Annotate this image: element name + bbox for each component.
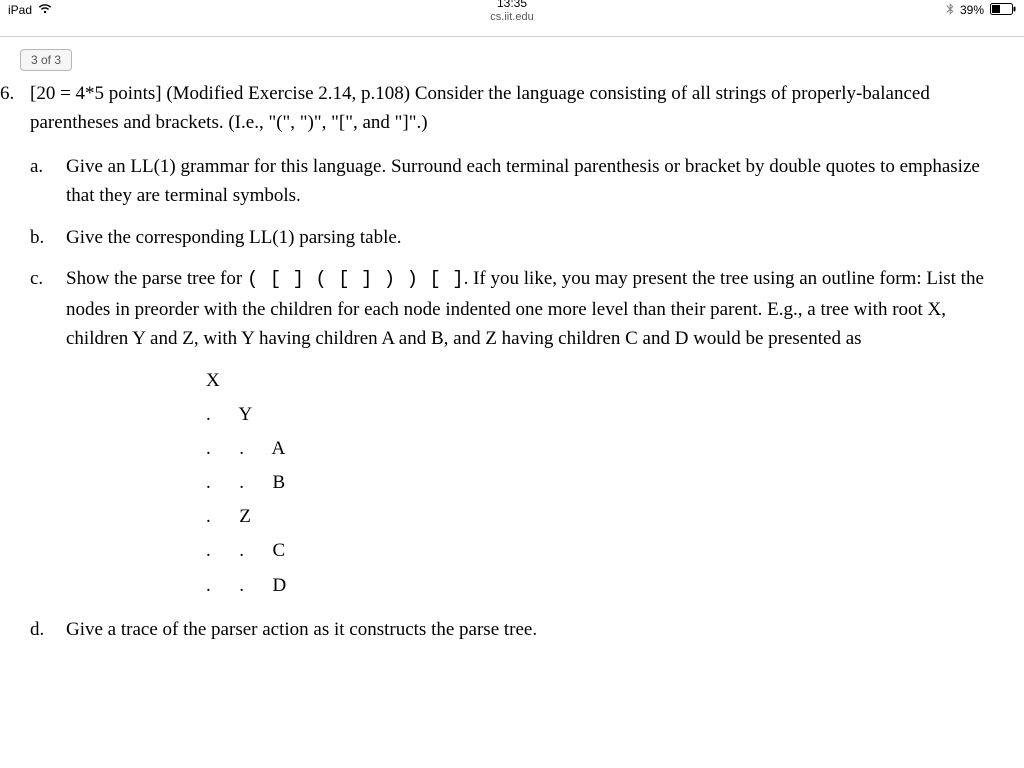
- item-c-code: ( [ ] ( [ ] ) ) [ ]: [247, 268, 464, 290]
- bluetooth-icon: [946, 3, 954, 18]
- tree-outline: X . Y . . A . . B . Z . . C . . D: [206, 364, 994, 603]
- status-url: cs.iit.edu: [490, 11, 533, 23]
- question-number: 6.: [0, 79, 30, 108]
- item-text-c: Show the parse tree for ( [ ] ( [ ] ) ) …: [66, 264, 994, 603]
- item-label-d: d.: [30, 615, 66, 644]
- item-text-d: Give a trace of the parser action as it …: [66, 615, 994, 644]
- item-label-c: c.: [30, 264, 66, 293]
- wifi-icon: [38, 3, 52, 17]
- list-item: c. Show the parse tree for ( [ ] ( [ ] )…: [30, 264, 994, 603]
- item-text-a: Give an LL(1) grammar for this language.…: [66, 152, 994, 211]
- document-body: 6. [20 = 4*5 points] (Modified Exercise …: [0, 79, 1024, 656]
- list-item: d. Give a trace of the parser action as …: [30, 615, 994, 644]
- header-divider: [0, 36, 1024, 37]
- item-text-b: Give the corresponding LL(1) parsing tab…: [66, 223, 994, 252]
- status-bar: iPad 13:35 cs.iit.edu 39%: [0, 0, 1024, 20]
- battery-percent: 39%: [960, 3, 984, 17]
- item-label-b: b.: [30, 223, 66, 252]
- item-label-a: a.: [30, 152, 66, 181]
- device-label: iPad: [8, 3, 32, 17]
- page-counter-badge[interactable]: 3 of 3: [20, 49, 72, 71]
- list-item: b. Give the corresponding LL(1) parsing …: [30, 223, 994, 252]
- battery-icon: [990, 3, 1016, 18]
- item-c-pre: Show the parse tree for: [66, 268, 247, 289]
- status-time: 13:35: [497, 0, 527, 11]
- question-intro: [20 = 4*5 points] (Modified Exercise 2.1…: [30, 79, 994, 138]
- list-item: a. Give an LL(1) grammar for this langua…: [30, 152, 994, 211]
